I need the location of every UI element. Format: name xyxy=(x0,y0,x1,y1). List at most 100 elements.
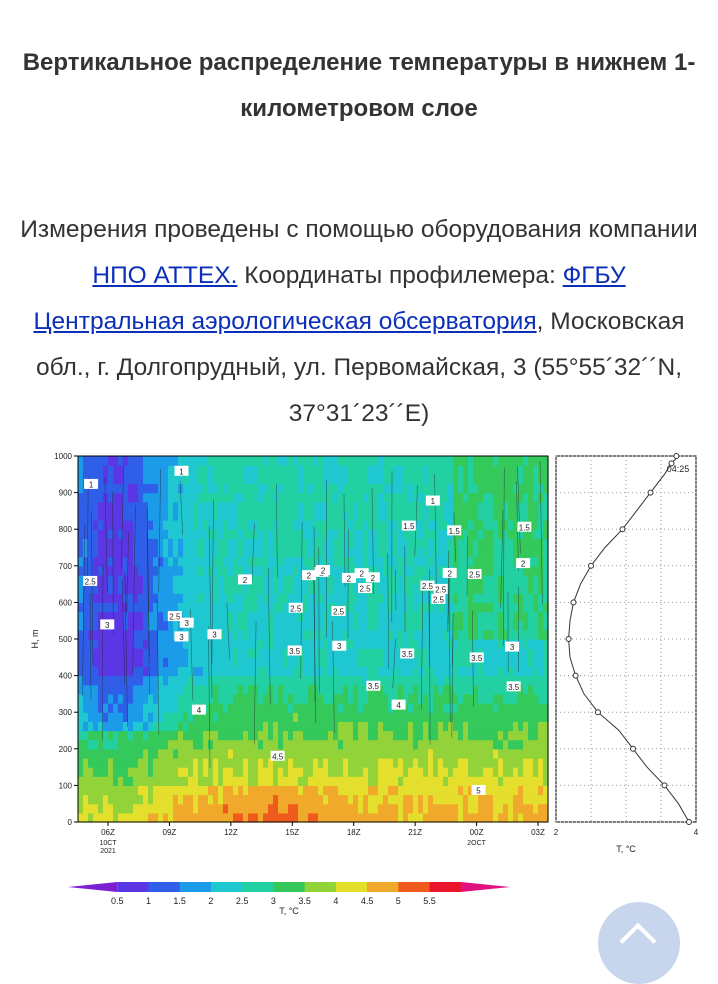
heatmap-cell xyxy=(468,685,474,695)
heatmap-cell xyxy=(468,758,474,768)
heatmap-cell xyxy=(263,813,269,823)
heatmap-cell xyxy=(308,639,314,649)
y-tick-label: 1000 xyxy=(54,452,72,461)
heatmap-cell xyxy=(253,804,259,814)
heatmap-cell xyxy=(423,785,429,795)
heatmap-cell xyxy=(418,785,424,795)
heatmap-cell xyxy=(513,694,519,704)
heatmap-cell xyxy=(83,804,89,814)
heatmap-cell xyxy=(303,648,309,658)
heatmap-cell xyxy=(483,740,489,750)
heatmap-cell xyxy=(478,502,484,512)
heatmap-cell xyxy=(418,538,424,548)
heatmap-cell xyxy=(363,776,369,786)
x-tick-label: 21Z xyxy=(408,828,422,837)
heatmap-cell xyxy=(103,785,109,795)
heatmap-cell xyxy=(113,465,119,475)
heatmap-cell xyxy=(463,648,469,658)
heatmap-cell xyxy=(213,694,219,704)
heatmap-cell xyxy=(428,483,434,493)
heatmap-cell xyxy=(248,511,254,521)
heatmap-cell xyxy=(183,520,189,530)
heatmap-cell xyxy=(258,813,264,823)
heatmap-cell xyxy=(243,584,249,594)
heatmap-cell xyxy=(138,474,144,484)
heatmap-cell xyxy=(418,465,424,475)
heatmap-cell xyxy=(263,676,269,686)
heatmap-cell xyxy=(458,584,464,594)
heatmap-cell xyxy=(478,721,484,731)
heatmap-cell xyxy=(268,465,274,475)
heatmap-cell xyxy=(78,575,84,585)
heatmap-cell xyxy=(218,758,224,768)
heatmap-cell xyxy=(278,666,284,676)
heatmap-cell xyxy=(138,694,144,704)
contour-label: 1.5 xyxy=(403,522,415,531)
heatmap-cell xyxy=(308,712,314,722)
heatmap-cell xyxy=(93,520,99,530)
heatmap-cell xyxy=(348,712,354,722)
heatmap-cell xyxy=(368,749,374,759)
heatmap-cell xyxy=(343,758,349,768)
heatmap-cell xyxy=(138,493,144,503)
atteh-link[interactable]: НПО АТТЕХ. xyxy=(92,262,237,289)
heatmap-cell xyxy=(453,813,459,823)
heatmap-cell xyxy=(228,795,234,805)
heatmap-cell xyxy=(243,602,249,612)
heatmap-cell xyxy=(473,483,479,493)
heatmap-cell xyxy=(378,666,384,676)
heatmap-cell xyxy=(233,465,239,475)
heatmap-cell xyxy=(233,538,239,548)
heatmap-cell xyxy=(203,666,209,676)
heatmap-cell xyxy=(258,776,264,786)
heatmap-cell xyxy=(343,657,349,667)
heatmap-cell xyxy=(153,795,159,805)
heatmap-cell xyxy=(363,529,369,539)
heatmap-cell xyxy=(353,493,359,503)
heatmap-cell xyxy=(383,456,389,466)
heatmap-cell xyxy=(238,557,244,567)
heatmap-cell xyxy=(408,557,414,567)
heatmap-cell xyxy=(243,639,249,649)
heatmap-cell xyxy=(538,657,544,667)
heatmap-cell xyxy=(103,694,109,704)
heatmap-cell xyxy=(503,612,509,622)
scroll-top-button[interactable] xyxy=(598,902,680,984)
heatmap-cell xyxy=(263,648,269,658)
profile-point xyxy=(571,600,576,605)
heatmap-cell xyxy=(418,548,424,558)
heatmap-cell xyxy=(308,749,314,759)
heatmap-cell xyxy=(388,538,394,548)
heatmap-cell xyxy=(498,767,504,777)
heatmap-cell xyxy=(493,731,499,741)
heatmap-cell xyxy=(523,795,529,805)
profile-point xyxy=(687,820,692,825)
heatmap-cell xyxy=(518,813,524,823)
heatmap-cell xyxy=(508,511,514,521)
heatmap-cell xyxy=(288,593,294,603)
heatmap-cell xyxy=(428,548,434,558)
heatmap-cell xyxy=(238,776,244,786)
heatmap-cell xyxy=(308,795,314,805)
heatmap-cell xyxy=(283,575,289,585)
heatmap-cell xyxy=(248,795,254,805)
heatmap-cell xyxy=(98,493,104,503)
heatmap-cell xyxy=(213,502,219,512)
heatmap-cell xyxy=(443,483,449,493)
heatmap-cell xyxy=(103,813,109,823)
heatmap-cell xyxy=(128,511,134,521)
heatmap-cell xyxy=(498,502,504,512)
heatmap-cell xyxy=(453,767,459,777)
heatmap-cell xyxy=(513,749,519,759)
heatmap-cell xyxy=(233,731,239,741)
heatmap-cell xyxy=(393,639,399,649)
heatmap-cell xyxy=(198,483,204,493)
heatmap-cell xyxy=(108,767,114,777)
heatmap-cell xyxy=(168,511,174,521)
heatmap-cell xyxy=(338,685,344,695)
heatmap-cell xyxy=(518,804,524,814)
colorbar-segment xyxy=(242,882,274,892)
heatmap-cell xyxy=(83,666,89,676)
heatmap-cell xyxy=(308,721,314,731)
heatmap-cell xyxy=(113,795,119,805)
